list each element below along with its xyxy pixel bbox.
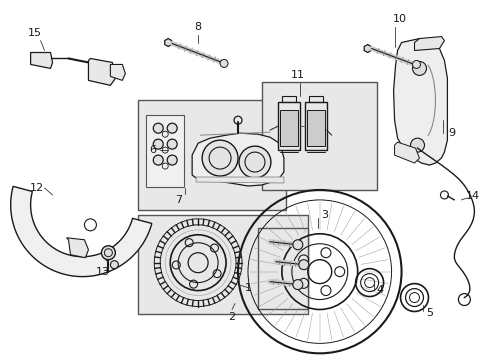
Polygon shape <box>66 238 88 258</box>
Polygon shape <box>11 186 151 276</box>
Circle shape <box>292 280 302 289</box>
Circle shape <box>167 155 177 165</box>
Polygon shape <box>110 64 125 80</box>
Circle shape <box>292 240 302 250</box>
Text: 4: 4 <box>375 284 383 294</box>
Circle shape <box>412 60 420 68</box>
Circle shape <box>153 139 163 149</box>
Circle shape <box>220 59 227 67</box>
Text: 3: 3 <box>321 210 327 220</box>
Circle shape <box>153 155 163 165</box>
Text: 10: 10 <box>392 14 406 24</box>
Circle shape <box>110 261 118 269</box>
Text: 13: 13 <box>95 267 109 276</box>
Polygon shape <box>364 45 370 53</box>
Polygon shape <box>279 110 297 146</box>
Polygon shape <box>31 53 52 68</box>
Polygon shape <box>304 102 326 150</box>
Circle shape <box>412 62 426 75</box>
Circle shape <box>239 146 270 178</box>
Polygon shape <box>393 39 447 165</box>
Circle shape <box>202 140 238 176</box>
Bar <box>138 215 307 315</box>
Bar <box>262 82 376 190</box>
Text: 15: 15 <box>27 28 41 37</box>
Text: 11: 11 <box>290 71 304 80</box>
Polygon shape <box>192 133 284 186</box>
Text: 8: 8 <box>194 22 201 32</box>
Circle shape <box>167 139 177 149</box>
Polygon shape <box>164 39 171 46</box>
Circle shape <box>410 138 424 152</box>
Text: 7: 7 <box>174 195 182 205</box>
Polygon shape <box>414 37 444 50</box>
Text: 12: 12 <box>29 183 43 193</box>
Text: 5: 5 <box>425 309 432 319</box>
Circle shape <box>153 123 163 133</box>
Text: 9: 9 <box>447 128 454 138</box>
Bar <box>258 228 307 310</box>
Polygon shape <box>306 110 324 146</box>
Text: 6: 6 <box>148 145 156 155</box>
Polygon shape <box>196 177 284 183</box>
Bar <box>146 115 184 187</box>
Circle shape <box>167 123 177 133</box>
Bar <box>138 100 285 210</box>
Polygon shape <box>88 58 115 85</box>
Polygon shape <box>277 102 299 150</box>
Text: 14: 14 <box>466 191 479 201</box>
Text: 2: 2 <box>228 312 235 323</box>
Text: 1: 1 <box>244 283 251 293</box>
Circle shape <box>101 246 115 260</box>
Circle shape <box>298 260 308 270</box>
Polygon shape <box>394 142 419 163</box>
